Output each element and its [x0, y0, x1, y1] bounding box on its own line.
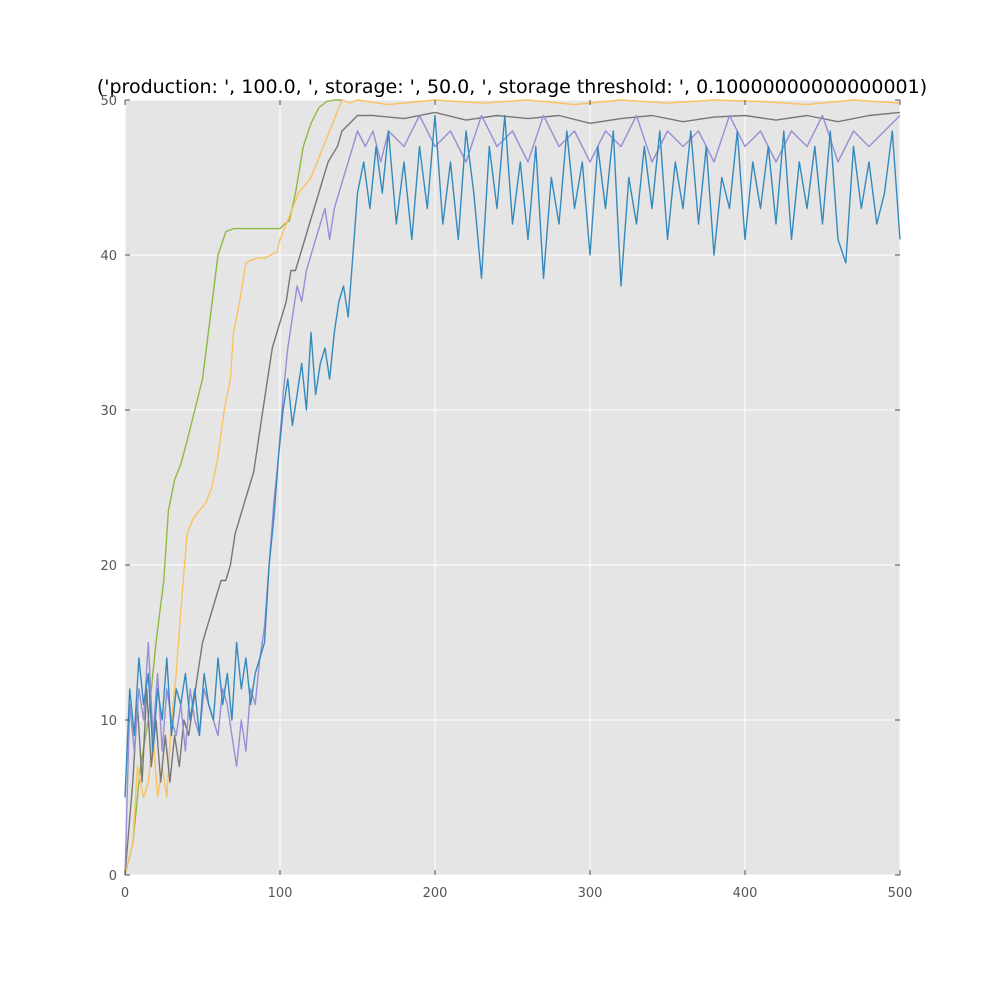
chart-title: ('production: ', 100.0, ', storage: ', 5… [97, 76, 927, 98]
y-tick-label: 50 [100, 94, 117, 109]
series-line-3 [124, 111, 901, 876]
series-line-5 [124, 114, 901, 798]
y-tick-label: 40 [100, 249, 117, 264]
y-tick-label: 10 [100, 714, 117, 729]
grid [124, 99, 901, 876]
x-tick-label: 400 [733, 886, 758, 901]
x-tick-label: 500 [888, 886, 913, 901]
y-tick-label: 30 [100, 404, 117, 419]
x-tick-label: 200 [423, 886, 448, 901]
y-tick-label: 20 [100, 559, 117, 574]
series-line-1 [124, 99, 342, 876]
series-line-2 [124, 99, 901, 876]
x-tick-label: 100 [268, 886, 293, 901]
x-tick-label: 300 [578, 886, 603, 901]
x-tick-label: 0 [121, 886, 129, 901]
series-group [124, 99, 901, 876]
y-tick-label: 0 [109, 869, 117, 884]
axes: 0 100 200 300 400 500 0 10 20 30 40 50 [100, 94, 912, 901]
